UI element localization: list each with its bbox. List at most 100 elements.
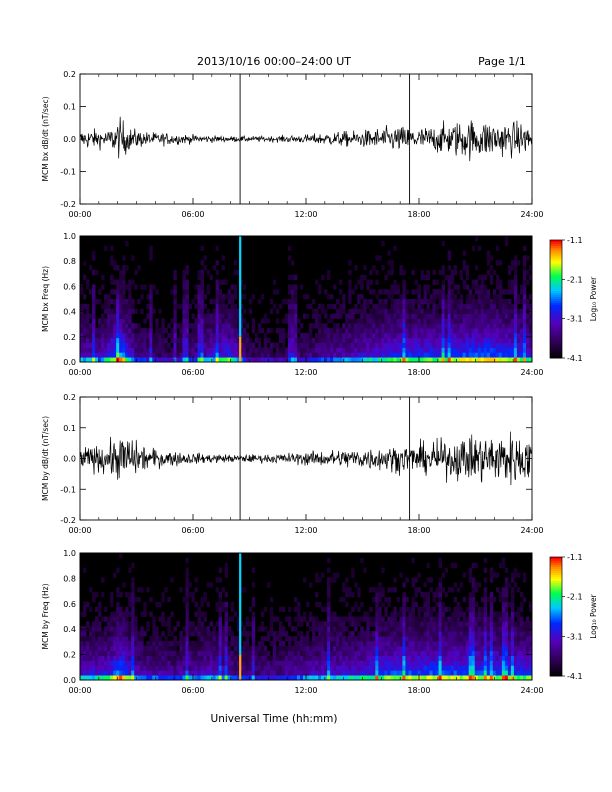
- colorbar-segment: [550, 582, 562, 586]
- spectrogram-cell: [477, 631, 482, 637]
- spectrogram-cell: [456, 640, 461, 647]
- spectrogram-cell: [432, 269, 436, 276]
- spectrogram-cell: [417, 631, 421, 637]
- spectrogram-cell: [324, 626, 328, 632]
- spectrogram-cell: [327, 611, 331, 617]
- spectrogram-cell: [486, 332, 491, 339]
- spectrogram-cell: [92, 323, 96, 329]
- spectrogram-cell: [224, 323, 229, 329]
- spectrogram-cell: [528, 313, 533, 319]
- spectrogram-cell: [318, 621, 322, 627]
- spectrogram-cell: [453, 631, 458, 637]
- spectrogram-cell: [417, 640, 421, 647]
- spectrogram-cell: [513, 303, 518, 310]
- spectrogram-cell: [173, 274, 177, 281]
- spectrogram-cell: [128, 601, 132, 608]
- spectrogram-cell: [122, 626, 126, 632]
- spectrogram-cell: [372, 328, 376, 334]
- spectrogram-cell: [369, 332, 373, 339]
- spectrogram-cell: [80, 347, 84, 353]
- colorbar-segment: [550, 299, 562, 302]
- spectrogram-cell: [128, 611, 132, 617]
- spectrogram-cell: [128, 279, 132, 285]
- spectrogram-cell: [218, 357, 223, 363]
- spectrogram-cell: [519, 308, 524, 314]
- spectrogram-cell: [257, 655, 262, 661]
- spectrogram-cell: [272, 675, 277, 681]
- spectrogram-cell: [296, 611, 301, 617]
- spectrogram-cell: [212, 308, 216, 314]
- spectrogram-cell: [119, 611, 123, 617]
- spectrogram-cell: [299, 675, 304, 681]
- spectrogram-cell: [221, 660, 226, 666]
- spectrogram-cell: [372, 665, 376, 671]
- spectrogram-cell: [236, 621, 241, 627]
- spectrogram-cell: [119, 352, 123, 358]
- spectrogram-cell: [110, 665, 114, 671]
- spectrogram-cell: [354, 357, 358, 363]
- spectrogram-cell: [143, 342, 147, 348]
- y-tick-label: 1.0: [63, 549, 76, 558]
- spectrogram-cell: [408, 655, 412, 661]
- spectrogram-cell: [125, 640, 129, 647]
- spectrogram-cell: [221, 601, 226, 608]
- spectrogram-cell: [447, 616, 452, 622]
- spectrogram-cell: [420, 655, 424, 661]
- spectrogram-cell: [375, 328, 379, 334]
- spectrogram-cell: [89, 655, 93, 661]
- spectrogram-cell: [363, 352, 367, 358]
- spectrogram-cell: [528, 265, 533, 271]
- spectrogram-cell: [257, 299, 262, 305]
- spectrogram-cell: [375, 255, 379, 261]
- spectrogram-cell: [483, 294, 488, 300]
- spectrogram-cell: [453, 665, 458, 671]
- spectrogram-cell: [459, 582, 464, 588]
- spectrogram-cell: [296, 655, 301, 661]
- spectrogram-cell: [83, 357, 87, 363]
- colorbar-segment: [550, 279, 562, 282]
- spectrogram-cell: [290, 294, 295, 300]
- spectrogram-cell: [104, 670, 108, 676]
- spectrogram-cell: [393, 665, 397, 671]
- spectrogram-cell: [387, 352, 391, 358]
- spectrogram-cell: [393, 675, 397, 681]
- spectrogram-cell: [221, 631, 226, 637]
- spectrogram-cell: [287, 606, 292, 613]
- spectrogram-cell: [390, 665, 394, 671]
- spectrogram-cell: [474, 640, 479, 647]
- spectrogram-cell: [357, 318, 361, 324]
- spectrogram-cell: [278, 352, 283, 358]
- spectrogram-cell: [426, 621, 430, 627]
- spectrogram-cell: [402, 318, 406, 324]
- spectrogram-cell: [185, 621, 189, 627]
- spectrogram-cell: [321, 645, 325, 652]
- spectrogram-cell: [152, 670, 156, 676]
- colorbar-segment: [550, 291, 562, 294]
- spectrogram-cell: [351, 636, 355, 642]
- spectrogram-cell: [131, 660, 135, 666]
- spectrogram-cell: [357, 352, 361, 358]
- spectrogram-cell: [477, 582, 482, 588]
- spectrogram-cell: [399, 675, 403, 681]
- spectrogram-cell: [161, 596, 165, 603]
- spectrogram-cell: [327, 655, 331, 661]
- spectrogram-cell: [378, 606, 382, 613]
- spectrogram-cell: [104, 347, 108, 353]
- spectrogram-cell: [101, 303, 105, 310]
- spectrogram-cell: [116, 265, 120, 271]
- spectrogram-cell: [498, 323, 503, 329]
- spectrogram-cell: [483, 577, 488, 583]
- spectrogram-cell: [290, 626, 295, 632]
- spectrogram-cell: [510, 636, 515, 642]
- spectrogram-cell: [287, 357, 292, 363]
- spectrogram-cell: [318, 347, 322, 353]
- spectrogram-cell: [155, 323, 159, 329]
- spectrogram-cell: [414, 347, 418, 353]
- spectrogram-cell: [134, 650, 138, 656]
- spectrogram-cell: [402, 308, 406, 314]
- spectrogram-cell: [486, 626, 491, 632]
- spectrogram-cell: [173, 352, 177, 358]
- spectrogram-cell: [528, 655, 533, 661]
- spectrogram-cell: [363, 265, 367, 271]
- spectrogram-cell: [218, 337, 223, 344]
